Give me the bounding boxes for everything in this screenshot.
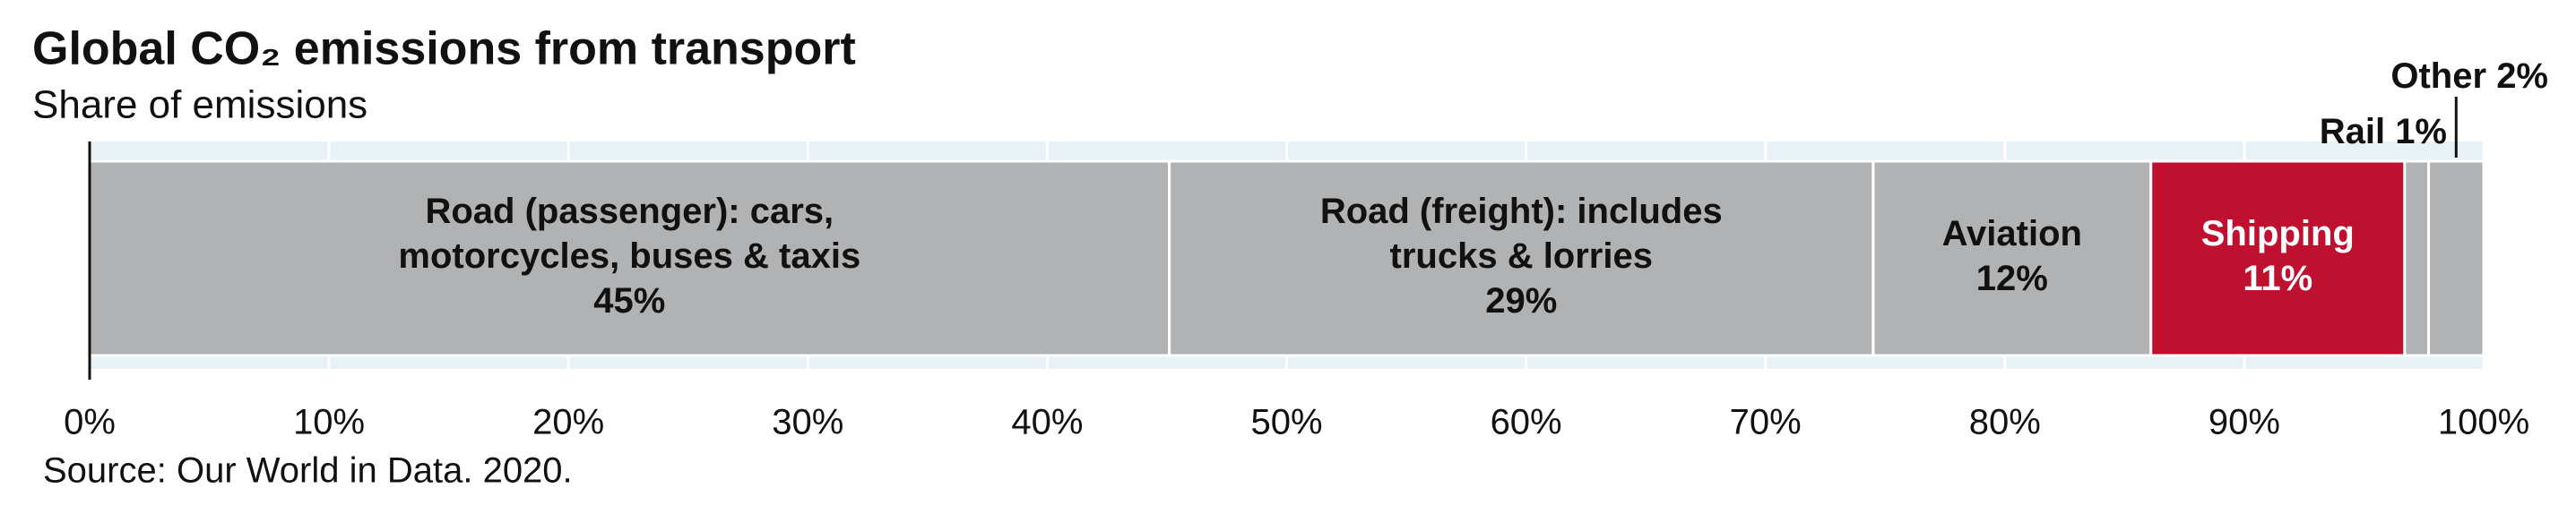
segment-label: trucks & lorries (1390, 236, 1653, 276)
x-tick-label: 40% (1011, 403, 1083, 442)
value-label: 29% (1485, 281, 1557, 321)
value-label: 45% (593, 281, 665, 321)
segment-label: Shipping (2201, 214, 2355, 253)
value-label: 11% (2243, 259, 2312, 298)
bar-segment (1871, 159, 2153, 357)
x-tick-label: 50% (1250, 403, 1322, 442)
callout-category: Other (2390, 56, 2486, 96)
callout-label: Other 2% (2390, 56, 2548, 96)
x-tick-label: 80% (1969, 403, 2041, 442)
x-tick-label: 100% (2438, 403, 2529, 442)
bar-segment (2403, 159, 2431, 357)
chart-title: Global CO₂ emissions from transport (32, 23, 856, 75)
segment-label: Road (freight): includes (1320, 192, 1723, 231)
chart-subtitle: Share of emissions (32, 83, 367, 127)
bar-segment (2427, 159, 2485, 357)
x-tick-label: 10% (293, 403, 365, 442)
callout-value: 2% (2496, 56, 2548, 96)
x-tick-label: 20% (532, 403, 604, 442)
segment-label: motorcycles, buses & taxis (398, 236, 860, 276)
callout-category: Rail (2320, 112, 2385, 151)
segment-label: Aviation (1942, 214, 2082, 253)
segment-label: Road (passenger): cars, (425, 192, 834, 231)
x-tick-label: 90% (2209, 403, 2280, 442)
value-label: 12% (1976, 259, 2048, 298)
callout-value: 1% (2395, 112, 2447, 151)
x-tick-label: 0% (64, 403, 116, 442)
x-tick-label: 30% (772, 403, 843, 442)
x-tick-label: 60% (1491, 403, 1562, 442)
callout-label: Rail 1% (2320, 112, 2447, 151)
x-tick-label: 70% (1730, 403, 1802, 442)
source: Source: Our World in Data. 2020. (43, 451, 573, 491)
